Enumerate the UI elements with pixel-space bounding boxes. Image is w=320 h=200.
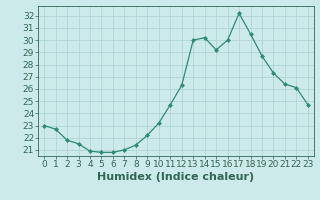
X-axis label: Humidex (Indice chaleur): Humidex (Indice chaleur) — [97, 172, 255, 182]
